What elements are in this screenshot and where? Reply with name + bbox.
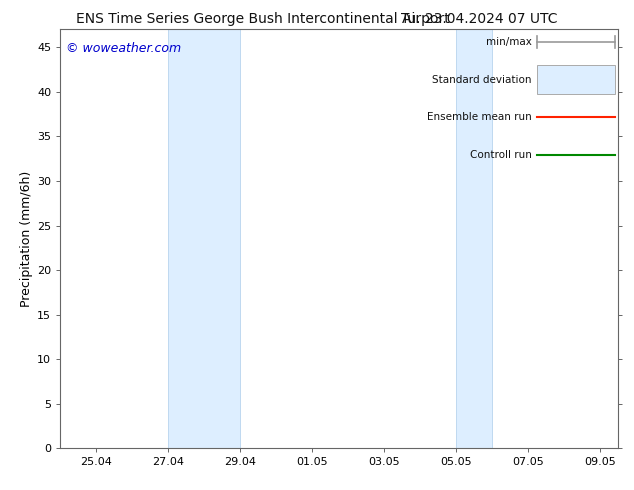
Text: ENS Time Series George Bush Intercontinental Airport: ENS Time Series George Bush Intercontine… <box>76 12 450 26</box>
Text: min/max: min/max <box>486 37 532 47</box>
Text: Standard deviation: Standard deviation <box>432 74 532 85</box>
Text: Ensemble mean run: Ensemble mean run <box>427 112 532 122</box>
Text: © woweather.com: © woweather.com <box>66 42 181 55</box>
Bar <box>168 29 240 448</box>
Bar <box>537 65 616 95</box>
Y-axis label: Precipitation (mm/6h): Precipitation (mm/6h) <box>20 171 33 307</box>
Text: Controll run: Controll run <box>470 150 532 160</box>
Text: Tu. 23.04.2024 07 UTC: Tu. 23.04.2024 07 UTC <box>401 12 558 26</box>
Bar <box>456 29 492 448</box>
